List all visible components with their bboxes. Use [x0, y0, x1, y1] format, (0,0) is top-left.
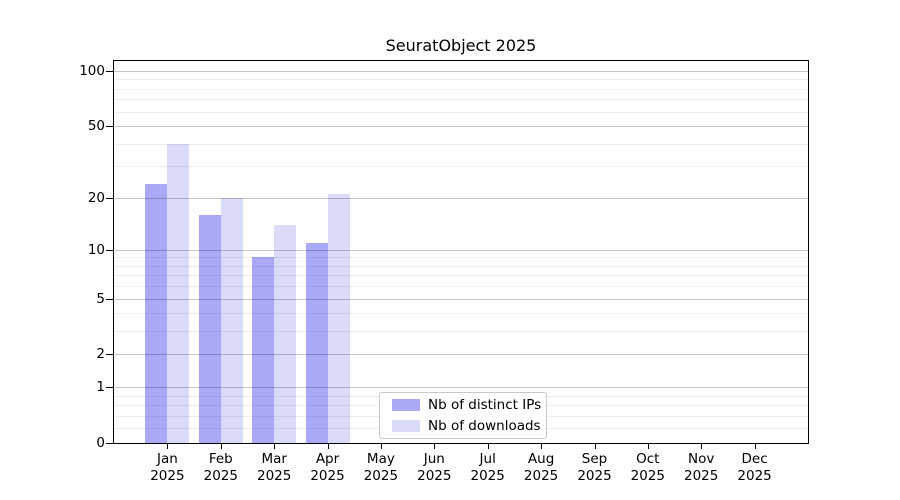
x-tick-year-sep: 2025 — [577, 468, 612, 484]
x-tick-label-jun: Jun 2025 — [399, 451, 469, 485]
bar-nb-of-downloads-feb — [220, 197, 243, 443]
y-tick-20 — [106, 197, 113, 199]
x-tick-label-mar: Mar 2025 — [239, 451, 309, 485]
x-tick-month-sep: Sep — [581, 451, 608, 467]
x-tick-year-nov: 2025 — [684, 468, 719, 484]
y-tick-label-50: 50 — [87, 118, 105, 135]
x-tick-label-nov: Nov 2025 — [666, 451, 736, 485]
chart-title: SeuratObject 2025 — [385, 36, 537, 55]
bar-nb-of-distinct-ips-jan — [145, 183, 168, 443]
x-tick-year-jan: 2025 — [150, 468, 185, 484]
bar-nb-of-downloads-mar — [274, 224, 297, 443]
bar-nb-of-downloads-jan — [167, 143, 190, 443]
x-tick-month-feb: Feb — [208, 451, 233, 467]
x-tick-dec — [754, 444, 756, 449]
x-tick-year-aug: 2025 — [523, 468, 559, 484]
x-tick-month-jun: Jun — [423, 451, 445, 467]
plot-area: Nb of distinct IPs Nb of downloads — [113, 60, 809, 444]
legend-item-distinct-ips: Nb of distinct IPs — [380, 395, 546, 416]
x-tick-jan — [167, 444, 169, 449]
x-tick-feb — [220, 444, 222, 449]
x-tick-label-feb: Feb 2025 — [186, 451, 256, 485]
x-tick-aug — [541, 444, 543, 449]
bar-nb-of-distinct-ips-mar — [252, 257, 275, 443]
x-tick-month-oct: Oct — [636, 451, 660, 467]
bar-nb-of-distinct-ips-feb — [198, 214, 221, 443]
legend-swatch-downloads — [392, 420, 420, 432]
x-tick-label-dec: Dec 2025 — [720, 451, 790, 485]
x-tick-may — [380, 444, 382, 449]
x-tick-month-mar: Mar — [261, 451, 287, 467]
x-tick-apr — [327, 444, 329, 449]
x-tick-label-oct: Oct 2025 — [613, 451, 683, 485]
y-tick-label-10: 10 — [87, 241, 105, 258]
y-tick-label-2: 2 — [96, 346, 105, 363]
x-tick-label-jul: Jul 2025 — [453, 451, 523, 485]
x-tick-label-aug: Aug 2025 — [506, 451, 576, 485]
y-tick-label-20: 20 — [87, 189, 105, 206]
x-tick-month-may: May — [366, 451, 395, 467]
x-tick-month-aug: Aug — [527, 451, 555, 467]
x-tick-year-may: 2025 — [363, 468, 399, 484]
y-tick-50 — [106, 126, 113, 128]
x-tick-year-jun: 2025 — [417, 468, 452, 484]
y-tick-2 — [106, 354, 113, 356]
x-tick-year-apr: 2025 — [310, 468, 345, 484]
x-tick-label-sep: Sep 2025 — [560, 451, 630, 485]
y-tick-1 — [106, 387, 113, 389]
x-tick-jun — [434, 444, 436, 449]
y-tick-10 — [106, 249, 113, 251]
x-tick-month-apr: Apr — [315, 451, 340, 467]
y-tick-label-0: 0 — [96, 435, 105, 451]
y-tick-0 — [106, 443, 113, 444]
x-tick-month-jan: Jan — [156, 451, 178, 467]
x-tick-month-jul: Jul — [479, 451, 496, 467]
x-tick-year-feb: 2025 — [203, 468, 238, 484]
x-tick-jul — [487, 444, 489, 449]
bars-layer — [114, 61, 808, 443]
x-tick-label-may: May 2025 — [346, 451, 416, 485]
x-tick-mar — [274, 444, 276, 449]
legend: Nb of distinct IPs Nb of downloads — [379, 392, 547, 439]
legend-item-downloads: Nb of downloads — [380, 416, 546, 437]
y-tick-label-1: 1 — [96, 379, 105, 396]
x-tick-month-nov: Nov — [688, 451, 715, 467]
x-tick-year-mar: 2025 — [257, 468, 292, 484]
legend-label-downloads: Nb of downloads — [428, 418, 541, 434]
bar-nb-of-downloads-apr — [327, 193, 350, 443]
y-tick-100 — [106, 71, 113, 72]
x-tick-year-oct: 2025 — [630, 468, 665, 484]
x-tick-label-apr: Apr 2025 — [293, 451, 363, 485]
x-tick-label-jan: Jan 2025 — [132, 451, 202, 485]
y-tick-5 — [106, 298, 113, 300]
x-tick-nov — [701, 444, 703, 449]
x-tick-month-dec: Dec — [741, 451, 768, 467]
bar-nb-of-distinct-ips-apr — [305, 242, 328, 443]
x-tick-year-dec: 2025 — [737, 468, 772, 484]
x-tick-oct — [647, 444, 649, 449]
x-tick-year-jul: 2025 — [470, 468, 505, 484]
legend-swatch-distinct-ips — [392, 399, 420, 411]
y-tick-label-100: 100 — [79, 63, 105, 79]
y-tick-label-5: 5 — [96, 290, 105, 307]
legend-label-distinct-ips: Nb of distinct IPs — [428, 397, 542, 413]
x-tick-sep — [594, 444, 596, 449]
